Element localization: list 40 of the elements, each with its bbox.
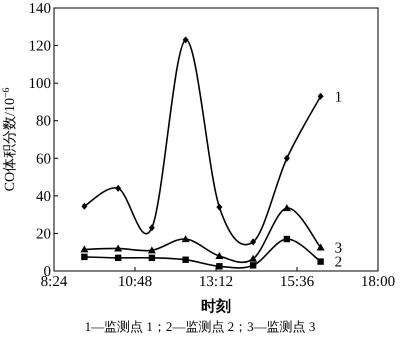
point bbox=[182, 36, 189, 44]
series-label: 1 bbox=[334, 89, 342, 106]
y-tick-label: 100 bbox=[28, 76, 51, 92]
point bbox=[317, 258, 324, 265]
y-tick-label: 20 bbox=[36, 226, 51, 242]
point bbox=[148, 224, 155, 232]
point bbox=[284, 154, 290, 162]
point bbox=[148, 246, 156, 254]
point bbox=[81, 202, 88, 210]
x-tick-label: 13:12 bbox=[198, 274, 234, 290]
x-tick-label: 10:48 bbox=[118, 274, 152, 290]
x-axis-title: 时刻 bbox=[201, 297, 231, 315]
point bbox=[216, 263, 223, 270]
y-tick-label: 60 bbox=[36, 151, 51, 168]
point bbox=[250, 238, 256, 246]
y-tick-label: 120 bbox=[28, 38, 51, 55]
point bbox=[249, 254, 258, 262]
point bbox=[114, 254, 122, 262]
point bbox=[114, 244, 122, 252]
point bbox=[182, 235, 190, 242]
text: 1—监测点 1；2—监测点 2；3—监测点 3 bbox=[84, 319, 316, 334]
point bbox=[250, 262, 256, 269]
point bbox=[316, 244, 325, 251]
y-tick-label: 40 bbox=[36, 188, 51, 205]
y-tick-label: 140 bbox=[28, 1, 51, 17]
point bbox=[182, 256, 189, 263]
point bbox=[282, 204, 291, 212]
series-label: 3 bbox=[334, 240, 342, 257]
x-tick-label: 18:00 bbox=[360, 274, 396, 290]
point bbox=[216, 204, 222, 211]
point bbox=[148, 254, 156, 262]
point bbox=[81, 254, 88, 260]
point bbox=[215, 252, 224, 259]
series-label: 2 bbox=[334, 254, 342, 271]
point bbox=[318, 92, 324, 100]
point bbox=[115, 184, 122, 192]
x-tick-label: 15:36 bbox=[280, 274, 315, 290]
y-tick-label: 80 bbox=[36, 114, 51, 130]
point bbox=[80, 245, 88, 252]
point bbox=[284, 236, 290, 242]
